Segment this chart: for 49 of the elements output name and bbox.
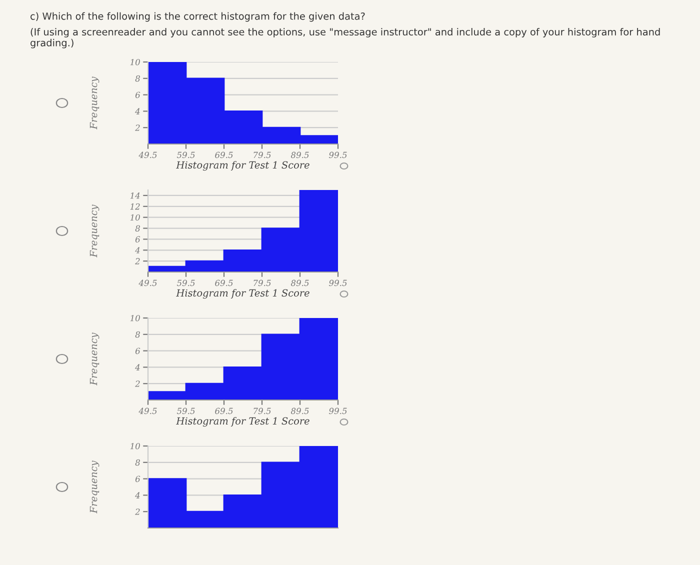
y-tick-label: 14	[130, 192, 140, 199]
y-axis-title: Frequency	[90, 332, 100, 386]
x-tick-label: 79.5	[254, 152, 271, 158]
y-axis-title: Frequency	[90, 204, 100, 258]
y-tick-label: 12	[130, 203, 140, 210]
y-tick-label: 8	[135, 225, 140, 232]
x-tick-label: 89.5	[290, 408, 309, 414]
y-tick-label: 4	[135, 492, 140, 498]
y-tick-label: 2	[135, 508, 140, 515]
x-tick-label: 59.5	[176, 280, 195, 286]
y-tick-label: 2	[135, 124, 140, 131]
x-tick-label: 79.5	[254, 408, 271, 414]
y-tick-label: 6	[135, 476, 140, 482]
y-tick-label: 6	[135, 236, 140, 242]
y-tick-label: 10	[130, 314, 140, 322]
y-tick-label: 8	[135, 459, 140, 466]
y-tick-label: 10	[130, 214, 140, 221]
x-tick-label: 99.5	[329, 280, 347, 286]
chart-subtitle: (If using a screenreader and you cannot see the options, use "message instructor" and include a copy of your histogram for hand grading.)	[30, 28, 660, 48]
y-tick-label: 6	[135, 92, 140, 98]
y-axis-title: Frequency	[90, 76, 100, 130]
y-tick-label: 6	[135, 348, 140, 354]
y-axis-title: Frequency	[90, 460, 100, 514]
x-tick-label: 59.5	[176, 152, 195, 158]
x-tick-label: 89.5	[290, 152, 309, 158]
y-tick-label: 4	[135, 364, 140, 370]
y-tick-label: 10	[130, 442, 140, 450]
x-tick-label: 49.5	[138, 152, 157, 158]
x-tick-label: 99.5	[329, 152, 347, 158]
y-tick-label: 4	[135, 247, 140, 254]
x-tick-label: 49.5	[138, 280, 157, 286]
y-tick-label: 4	[135, 108, 140, 114]
x-tick-label: 59.5	[176, 408, 195, 414]
y-tick-label: 8	[135, 331, 140, 338]
x-tick-label: 69.5	[215, 280, 233, 286]
x-axis-title: Histogram for Test 1 Score	[176, 289, 310, 299]
chart-title: c) Which of the following is the correct histogram for the given data?	[30, 12, 365, 22]
y-tick-label: 8	[135, 75, 140, 82]
y-tick-label: 10	[130, 58, 140, 66]
x-tick-label: 69.5	[215, 408, 233, 414]
x-axis-title: Histogram for Test 1 Score	[176, 417, 310, 427]
x-tick-label: 99.5	[329, 408, 347, 414]
x-tick-label: 79.5	[254, 280, 271, 286]
x-tick-label: 49.5	[138, 408, 157, 414]
y-tick-label: 2	[135, 380, 140, 387]
x-tick-label: 89.5	[290, 280, 309, 286]
x-tick-label: 69.5	[215, 152, 233, 158]
y-tick-label: 2	[135, 258, 140, 264]
x-axis-title: Histogram for Test 1 Score	[176, 161, 310, 171]
